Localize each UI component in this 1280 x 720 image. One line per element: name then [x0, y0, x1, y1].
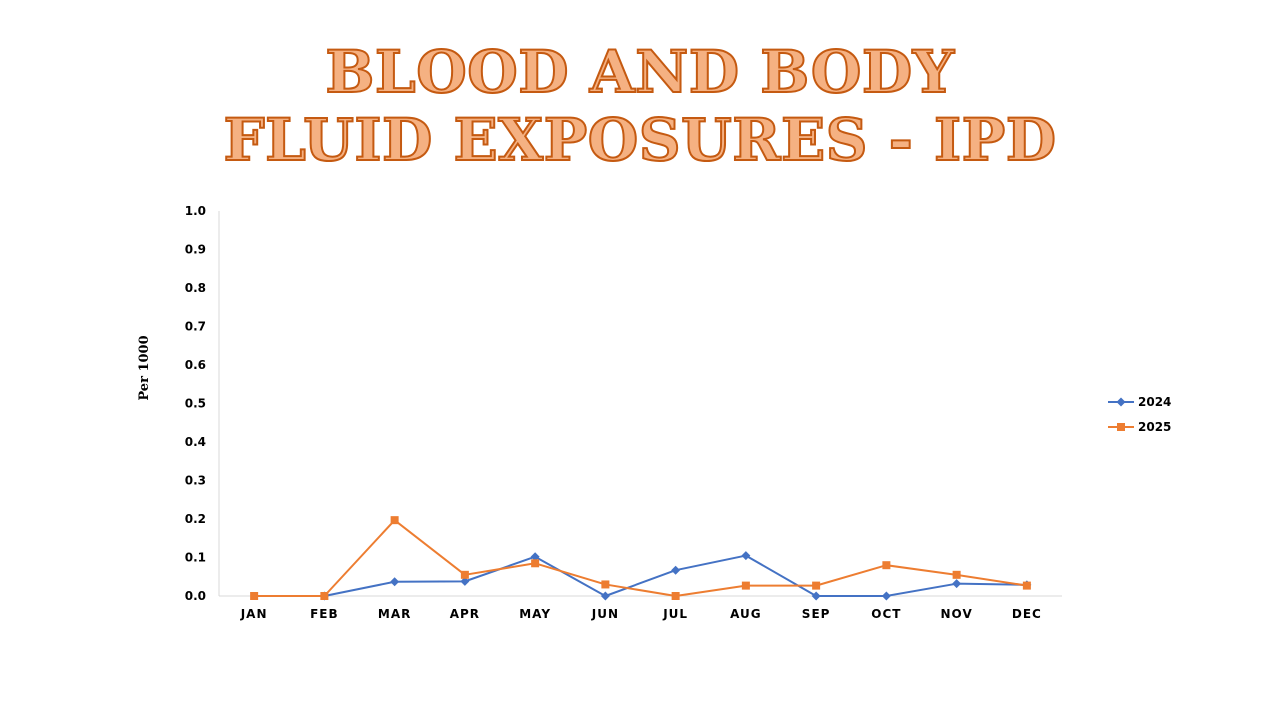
data-point-2025 — [671, 592, 680, 600]
data-point-2024 — [390, 577, 400, 587]
legend-label: 2024 — [1138, 395, 1171, 409]
data-point-2024 — [881, 591, 891, 601]
series-layer — [250, 516, 1032, 601]
x-tick-label: JUN — [591, 607, 619, 621]
x-tick-label: APR — [450, 607, 480, 621]
x-tick-label: AUG — [730, 607, 762, 621]
data-point-2025 — [952, 570, 961, 579]
y-axis-label: Per 1000 — [137, 335, 152, 400]
data-point-2025 — [812, 581, 821, 590]
legend-marker — [1116, 397, 1126, 407]
y-tick-label: 1.0 — [185, 204, 206, 218]
x-tick-label: JAN — [240, 607, 268, 621]
data-point-2025 — [601, 580, 610, 589]
data-point-2025 — [741, 581, 750, 590]
data-point-2025 — [460, 570, 469, 579]
y-tick-label: 0.5 — [185, 397, 206, 411]
chart-title-line-1: BLOOD AND BODY — [324, 37, 955, 107]
data-point-2025 — [1022, 581, 1031, 590]
x-tick-label: OCT — [871, 607, 901, 621]
chart-title-line-2: FLUID EXPOSURES - IPD — [222, 105, 1057, 175]
data-point-2025 — [320, 592, 329, 600]
data-point-2025 — [531, 559, 540, 568]
y-axis: 0.0 0.1 0.2 0.3 0.4 0.5 0.6 0.7 0.8 0.9 1.0 — [185, 204, 220, 603]
data-point-2024 — [741, 551, 751, 561]
x-tick-label: MAR — [378, 607, 411, 621]
y-tick-label: 0.0 — [185, 589, 206, 603]
data-point-2024 — [530, 552, 540, 562]
legend: 2024 2025 — [1108, 395, 1171, 434]
data-point-2025 — [250, 592, 259, 600]
data-point-2024 — [811, 591, 821, 601]
x-tick-label: MAY — [519, 607, 551, 621]
y-tick-label: 0.2 — [185, 512, 206, 526]
legend-label: 2025 — [1138, 420, 1171, 434]
series-2025 — [250, 516, 1031, 600]
x-tick-label: JUL — [662, 607, 688, 621]
y-tick-label: 0.4 — [185, 435, 206, 449]
series-line-2024 — [324, 554, 1027, 597]
data-point-2024 — [460, 576, 470, 586]
x-axis: JAN FEB MAR APR MAY JUN JUL AUG SEP OCT NOV DEC — [219, 595, 1062, 621]
data-point-2025 — [390, 516, 399, 525]
y-tick-label: 0.8 — [185, 281, 206, 295]
y-tick-label: 0.9 — [185, 243, 206, 257]
legend-item-2024: 2024 — [1108, 395, 1171, 409]
series-line-2025 — [254, 519, 1028, 597]
series-2024 — [319, 551, 1032, 601]
y-tick-label: 0.6 — [185, 358, 206, 372]
x-tick-label: FEB — [310, 607, 339, 621]
x-tick-label: SEP — [802, 607, 831, 621]
data-point-2025 — [882, 561, 891, 570]
y-tick-label: 0.3 — [185, 474, 206, 488]
data-point-2024 — [952, 579, 962, 589]
chart-title: BLOOD AND BODY FLUID EXPOSURES - IPD — [0, 37, 1280, 175]
data-point-2024 — [671, 565, 681, 575]
y-tick-label: 0.7 — [185, 320, 206, 334]
legend-item-2025: 2025 — [1108, 420, 1171, 434]
y-tick-label: 0.1 — [185, 551, 206, 565]
legend-marker — [1117, 423, 1125, 431]
x-tick-label: NOV — [941, 607, 973, 621]
data-point-2024 — [600, 591, 610, 601]
x-tick-label: DEC — [1012, 607, 1042, 621]
